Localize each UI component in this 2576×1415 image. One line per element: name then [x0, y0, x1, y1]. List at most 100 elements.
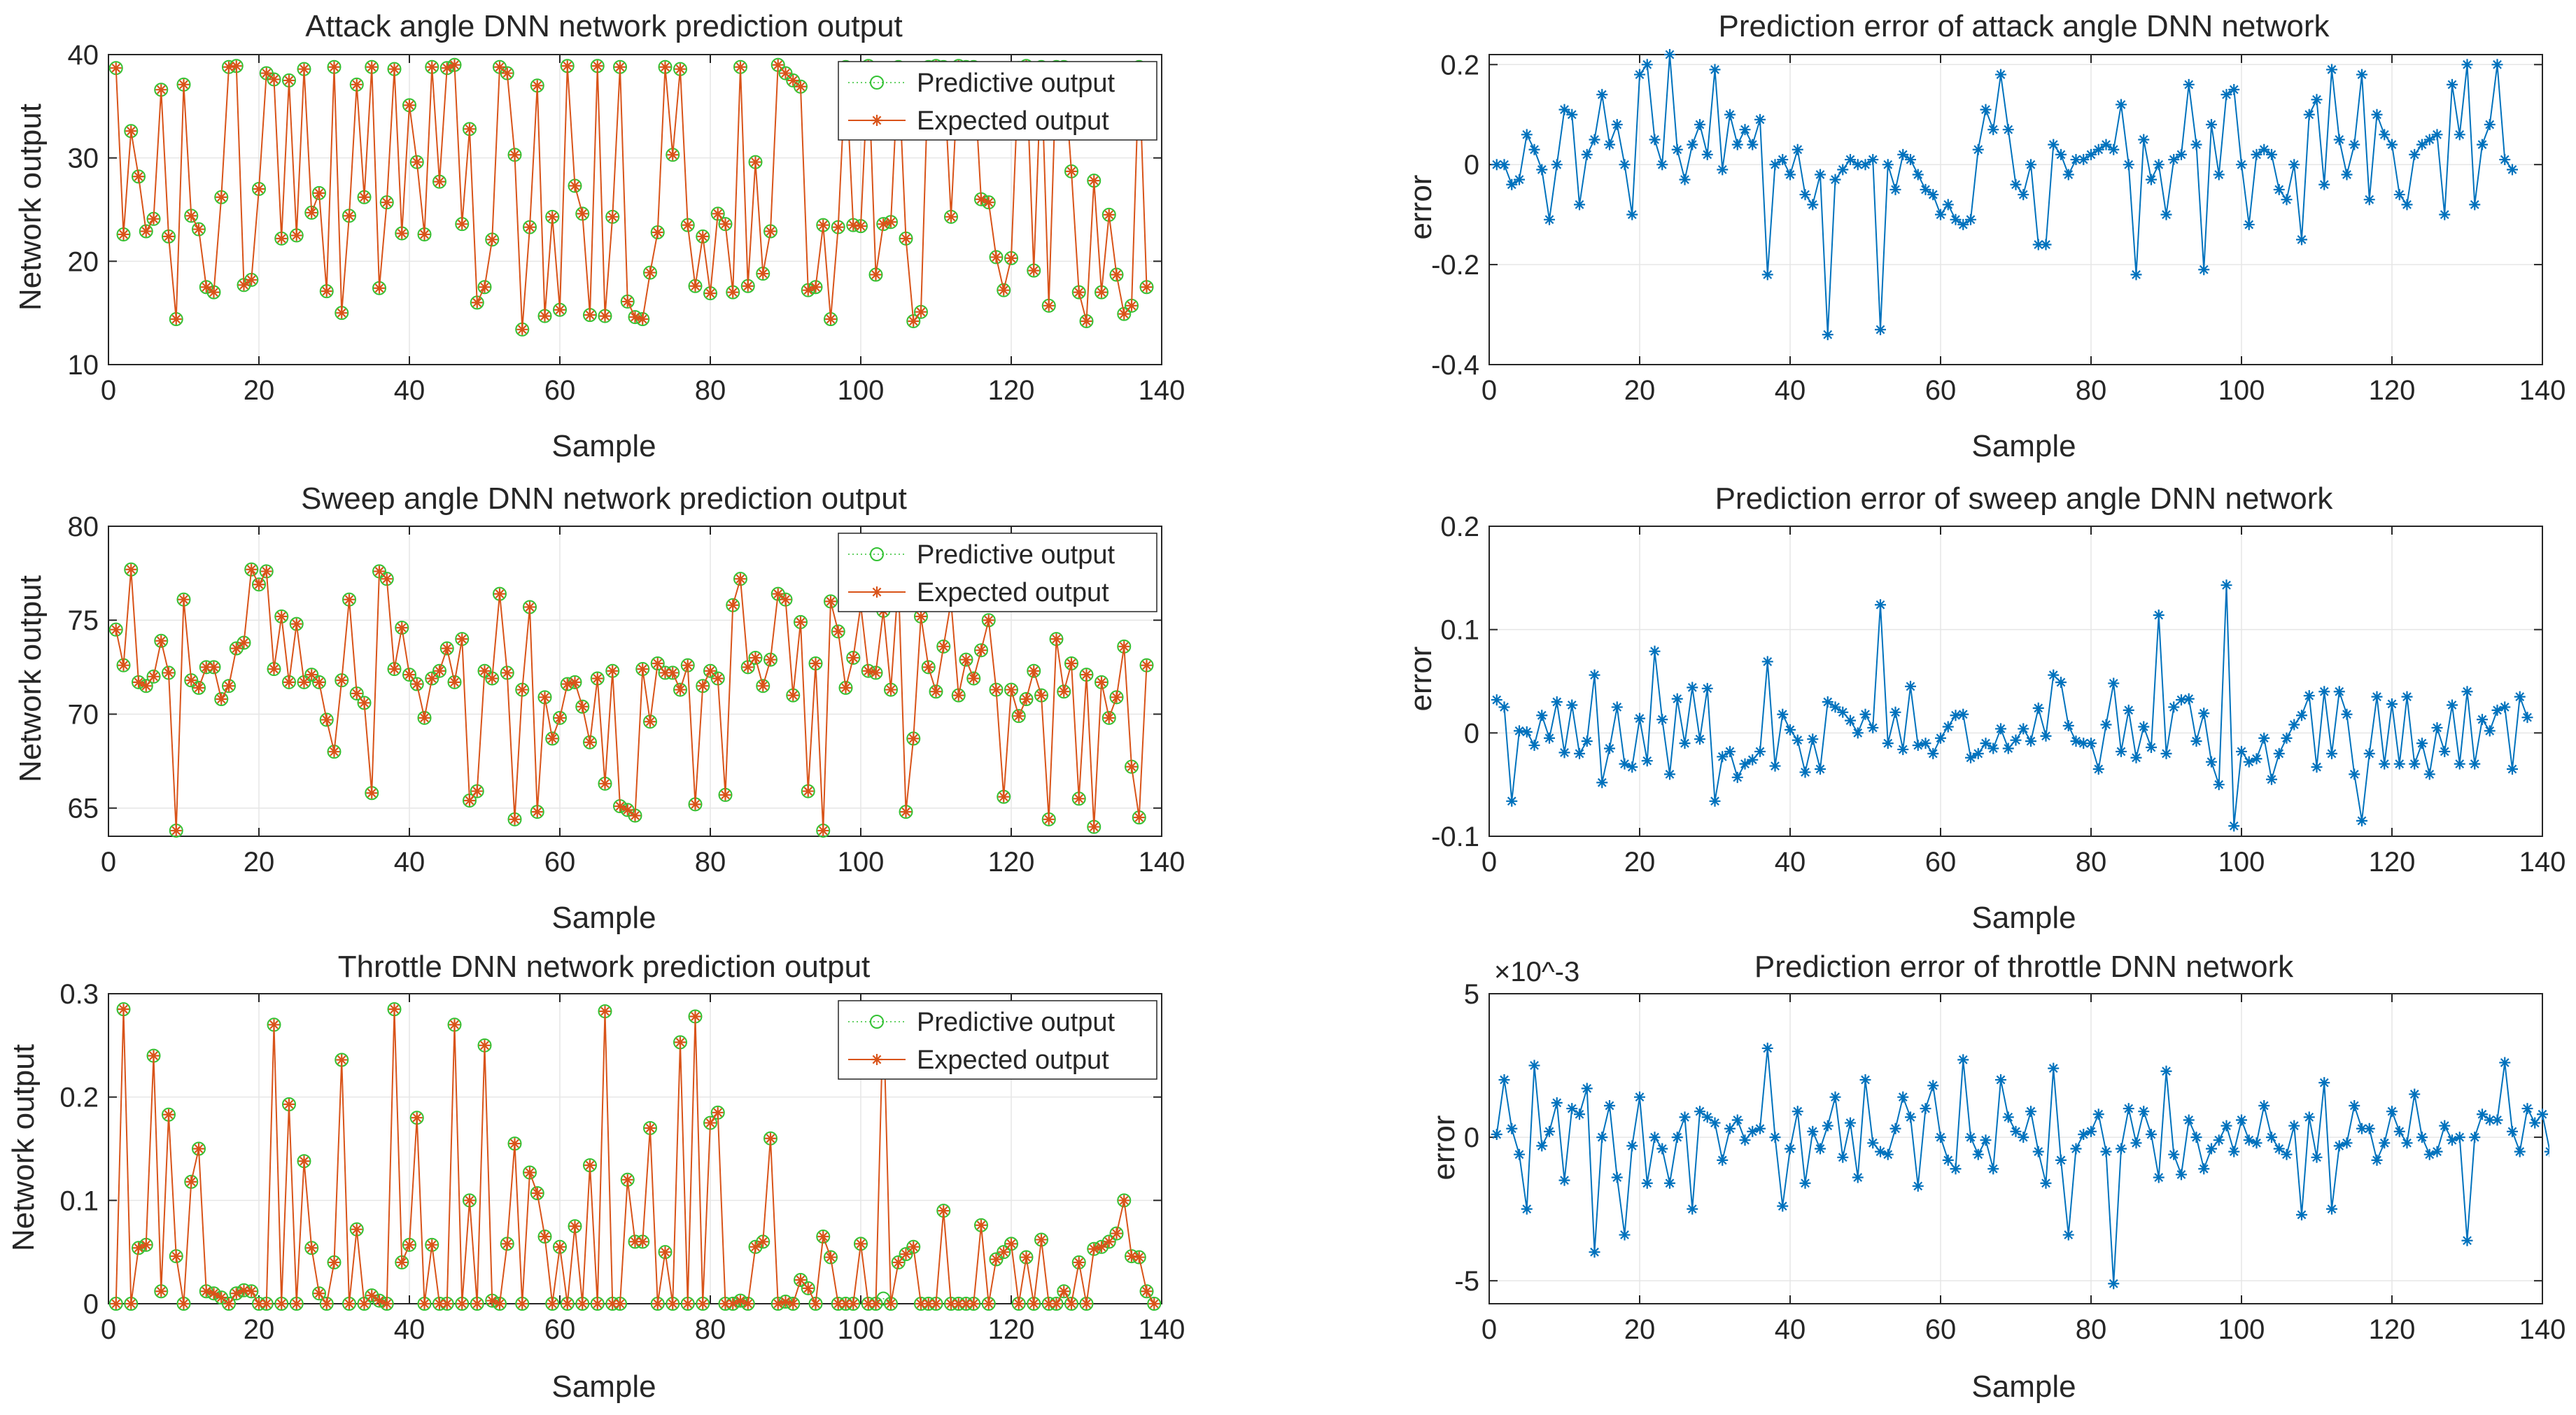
data-point-error: [1965, 752, 1976, 763]
y-tick-label: 10: [68, 350, 99, 381]
data-point-error: [1972, 747, 1984, 759]
data-point-expected: [246, 563, 258, 575]
data-point-expected: [374, 565, 385, 577]
data-point-expected: [1043, 1298, 1055, 1309]
plot-frame: [1488, 54, 2543, 365]
data-point-predictive: [966, 671, 981, 686]
panel-title: Sweep angle DNN network prediction outpu…: [301, 481, 907, 516]
data-point-error: [1589, 669, 1600, 681]
data-point-expected: [1126, 300, 1137, 311]
data-point-error: [1965, 1132, 1976, 1143]
panel-throttle-output: Throttle DNN network prediction output S…: [6, 950, 1185, 1404]
data-point-error: [2341, 708, 2353, 720]
data-point-error: [1641, 1177, 1653, 1189]
data-point-error: [2386, 139, 2398, 150]
data-point-error: [2116, 745, 2127, 757]
data-point-error: [2296, 710, 2307, 721]
data-point-error: [1506, 178, 1518, 190]
data-point-predictive: [395, 620, 409, 635]
legend-label: Expected output: [917, 578, 1109, 607]
data-point-error: [2393, 189, 2405, 201]
data-point-expected: [494, 588, 505, 600]
plot-area: [1488, 993, 2543, 1304]
data-point-error: [2198, 1163, 2210, 1175]
data-point-error: [1514, 1148, 1525, 1160]
data-point-error: [1611, 701, 1623, 713]
data-point-predictive: [139, 679, 153, 694]
data-point-error: [1815, 1143, 1826, 1155]
data-point-expected: [290, 230, 302, 241]
data-point-expected: [494, 61, 505, 73]
data-point-predictive: [289, 617, 304, 631]
data-point-expected: [599, 1006, 611, 1018]
data-point-expected: [1103, 209, 1115, 220]
data-point-expected: [584, 736, 596, 748]
data-point-expected: [885, 216, 896, 228]
data-point-expected: [163, 1108, 174, 1120]
data-point-error: [2070, 735, 2082, 747]
data-point-error: [2002, 742, 2014, 754]
data-point-error: [1709, 1117, 1721, 1129]
data-point-error: [2416, 139, 2428, 150]
data-point-error: [2431, 721, 2443, 733]
data-point-expected: [817, 219, 829, 231]
data-point-error: [2055, 1154, 2067, 1166]
data-point-expected: [862, 1298, 874, 1309]
data-point-expected: [388, 63, 400, 75]
data-point-error: [1995, 723, 2006, 735]
data-point-predictive: [959, 652, 973, 667]
data-point-expected: [629, 311, 641, 323]
data-point-expected: [366, 787, 378, 799]
data-point-error: [1995, 69, 2006, 80]
data-point-expected: [268, 663, 280, 675]
data-point-predictive: [192, 680, 206, 695]
data-point-expected: [140, 1239, 152, 1251]
plot-frame: [1488, 993, 2543, 1304]
data-point-expected: [140, 680, 152, 692]
data-point-expected: [268, 1019, 280, 1031]
data-point-expected: [554, 1241, 565, 1253]
data-point-error: [2243, 1134, 2255, 1146]
y-exponent-label: ×10^-3: [1494, 957, 1579, 987]
data-point-expected: [118, 228, 129, 240]
data-point-expected: [1036, 1234, 1047, 1246]
data-point-expected: [960, 654, 972, 666]
data-point-error: [1604, 139, 1615, 150]
data-point-error: [1769, 159, 1781, 171]
data-point-error: [2507, 164, 2518, 176]
data-point-expected: [561, 60, 573, 72]
data-point-error: [2213, 779, 2225, 791]
data-point-expected: [652, 657, 663, 669]
data-point-predictive: [553, 1239, 567, 1254]
data-point-predictive: [365, 1288, 379, 1303]
data-point-expected: [193, 1143, 204, 1155]
data-point-error: [1785, 724, 1796, 735]
data-point-predictive: [1147, 1297, 1162, 1311]
data-point-predictive: [108, 622, 123, 637]
x-tick-label: 0: [101, 375, 116, 406]
data-point-expected: [621, 804, 633, 816]
data-point-error: [1558, 104, 1570, 115]
data-point-expected: [1050, 1298, 1062, 1309]
data-point-error: [2423, 768, 2435, 780]
data-point-predictive: [319, 712, 334, 727]
data-point-predictive: [274, 609, 289, 624]
data-point-expected: [170, 824, 182, 836]
x-tick-label: 20: [244, 847, 275, 878]
data-point-expected: [404, 669, 415, 681]
y-tick-label: 40: [68, 40, 99, 71]
data-point-expected: [990, 684, 1002, 696]
data-point-expected: [193, 223, 204, 235]
data-point-expected: [486, 673, 498, 684]
data-point-error: [2153, 609, 2165, 621]
data-point-error: [1905, 1111, 1916, 1123]
data-point-error: [2048, 139, 2060, 150]
data-point-expected: [1133, 812, 1145, 824]
data-point-error: [1596, 89, 1608, 101]
data-point-error: [2092, 143, 2104, 155]
data-point-expected: [1036, 689, 1047, 701]
data-point-error: [2447, 699, 2458, 711]
data-point-expected: [719, 218, 731, 230]
x-tick-label: 0: [1481, 375, 1497, 406]
x-axis-label: Sample: [551, 901, 656, 935]
